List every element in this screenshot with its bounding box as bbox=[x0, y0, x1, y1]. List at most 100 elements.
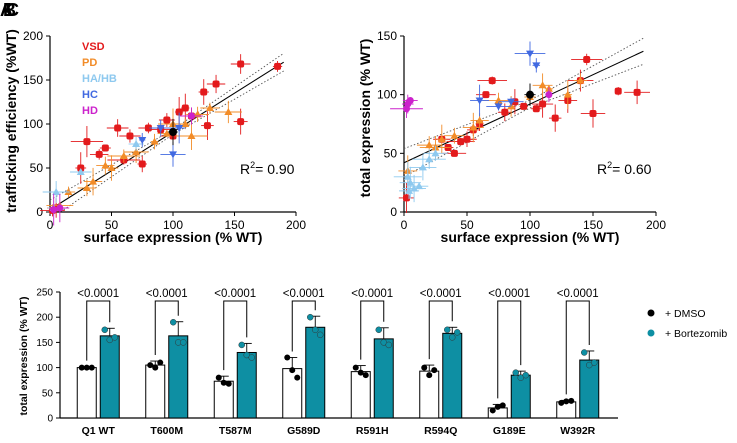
bar-bortezomib bbox=[579, 359, 600, 419]
point-pd bbox=[437, 135, 446, 143]
y-tick-label: 200 bbox=[23, 29, 43, 43]
replicate-point bbox=[454, 329, 461, 336]
replicate-point bbox=[238, 341, 245, 349]
replicate-point bbox=[431, 367, 438, 374]
panel-label-a: A bbox=[0, 0, 13, 20]
point-pd bbox=[89, 177, 98, 185]
x-tick-label: 150 bbox=[224, 218, 244, 232]
point-ha-hb bbox=[52, 188, 61, 195]
point-vsd bbox=[101, 144, 109, 152]
point-vsd bbox=[163, 116, 171, 124]
x-tick-label: 200 bbox=[286, 218, 306, 232]
legend-vsd: VSD bbox=[82, 41, 105, 53]
point-pd bbox=[162, 129, 171, 137]
y-tick-label: 100 bbox=[377, 88, 397, 102]
replicate-point bbox=[152, 364, 159, 371]
legend-bortezomib-marker bbox=[647, 329, 655, 337]
point-hd bbox=[406, 97, 414, 105]
bar-bortezomib bbox=[442, 332, 463, 419]
point-hd bbox=[50, 206, 58, 214]
category-label: G189E bbox=[493, 425, 526, 437]
point-pd bbox=[563, 90, 572, 98]
y-tick-label: 150 bbox=[23, 73, 43, 87]
category-label: G589D bbox=[287, 425, 321, 437]
replicate-point bbox=[147, 362, 154, 369]
plot-b-r2-symbol: R bbox=[597, 161, 607, 177]
category-label: T600M bbox=[150, 425, 183, 437]
plot-b-ylabel: total expression (% WT) bbox=[357, 39, 373, 198]
scatter-plot-b: 0 50 100 150 200 0 50 100 150 surface expression… bbox=[357, 29, 666, 245]
point-vsd bbox=[488, 77, 496, 85]
replicate-point bbox=[307, 313, 314, 321]
legend-ha-hb: HA/HB bbox=[82, 73, 117, 85]
point-hc bbox=[156, 125, 165, 132]
point-wt bbox=[169, 128, 177, 136]
plot-a-axes: 0 50 100 150 200 0 50 100 150 200 bbox=[23, 29, 306, 232]
point-vsd bbox=[583, 55, 591, 63]
point-hc bbox=[475, 97, 484, 105]
point-vsd bbox=[83, 138, 91, 146]
replicate-point bbox=[78, 364, 85, 371]
point-ha-hb bbox=[403, 172, 412, 180]
significance-bracket bbox=[154, 300, 179, 356]
plot-a-legend: VSD PD HA/HB HC HD bbox=[82, 41, 117, 117]
significance-bracket bbox=[565, 300, 590, 395]
replicate-point bbox=[568, 397, 575, 404]
category-label: T587M bbox=[219, 425, 252, 437]
replicate-point bbox=[101, 326, 108, 334]
bar-dmso bbox=[76, 367, 97, 419]
y-tick-label: 100 bbox=[36, 363, 53, 374]
significance-label: <0.0001 bbox=[557, 288, 599, 300]
plot-a-xlabel: surface expression (% WT) bbox=[84, 229, 263, 245]
point-pd bbox=[82, 184, 91, 191]
y-tick-label: 0 bbox=[47, 414, 53, 425]
plot-a-r2: R2= 0.90 bbox=[240, 160, 295, 177]
bar-bortezomib bbox=[510, 374, 531, 419]
point-ha-hb bbox=[418, 163, 427, 171]
point-pd bbox=[132, 148, 141, 155]
legend-hc: HC bbox=[82, 89, 98, 101]
significance-bracket bbox=[291, 300, 316, 352]
plot-b-axes: 0 50 100 150 200 0 50 100 150 bbox=[377, 29, 666, 232]
plot-b-xlabel: surface expression (% WT) bbox=[441, 229, 620, 245]
significance-bracket bbox=[360, 300, 385, 360]
point-vsd bbox=[589, 109, 597, 117]
replicate-point bbox=[362, 372, 369, 379]
x-tick-label: 0 bbox=[401, 218, 408, 232]
point-pd bbox=[187, 132, 196, 139]
y-tick-label: 150 bbox=[377, 29, 397, 43]
bar-dmso bbox=[350, 371, 371, 419]
point-vsd bbox=[482, 91, 490, 99]
point-pd bbox=[64, 188, 73, 195]
replicate-point bbox=[489, 407, 496, 414]
y-tick-label: 50 bbox=[30, 161, 44, 175]
point-hd bbox=[403, 105, 411, 113]
point-pd bbox=[107, 164, 116, 171]
significance-label: <0.0001 bbox=[488, 288, 530, 300]
legend-bortezomib: + Bortezomib bbox=[665, 328, 727, 340]
point-pd bbox=[450, 131, 459, 139]
point-vsd bbox=[237, 60, 245, 68]
replicate-point bbox=[312, 326, 319, 334]
plot-b-r2-value: = 0.60 bbox=[612, 161, 652, 177]
x-tick-label: 50 bbox=[460, 218, 474, 232]
significance-label: <0.0001 bbox=[420, 288, 462, 300]
point-vsd bbox=[633, 88, 641, 96]
point-pd bbox=[205, 104, 214, 111]
point-vsd bbox=[175, 108, 183, 116]
confidence-band bbox=[49, 52, 284, 201]
point-pd bbox=[576, 76, 585, 84]
point-vsd bbox=[237, 118, 245, 126]
point-vsd bbox=[181, 104, 189, 112]
y-tick-label: 50 bbox=[42, 388, 54, 399]
replicate-point bbox=[289, 367, 296, 374]
bar-dmso bbox=[145, 364, 166, 419]
point-vsd bbox=[450, 149, 458, 157]
point-pd bbox=[119, 152, 128, 159]
point-vsd bbox=[403, 194, 411, 202]
replicate-point bbox=[385, 341, 392, 349]
point-vsd bbox=[274, 62, 282, 70]
replicate-point bbox=[352, 364, 359, 371]
replicate-point bbox=[284, 354, 291, 361]
